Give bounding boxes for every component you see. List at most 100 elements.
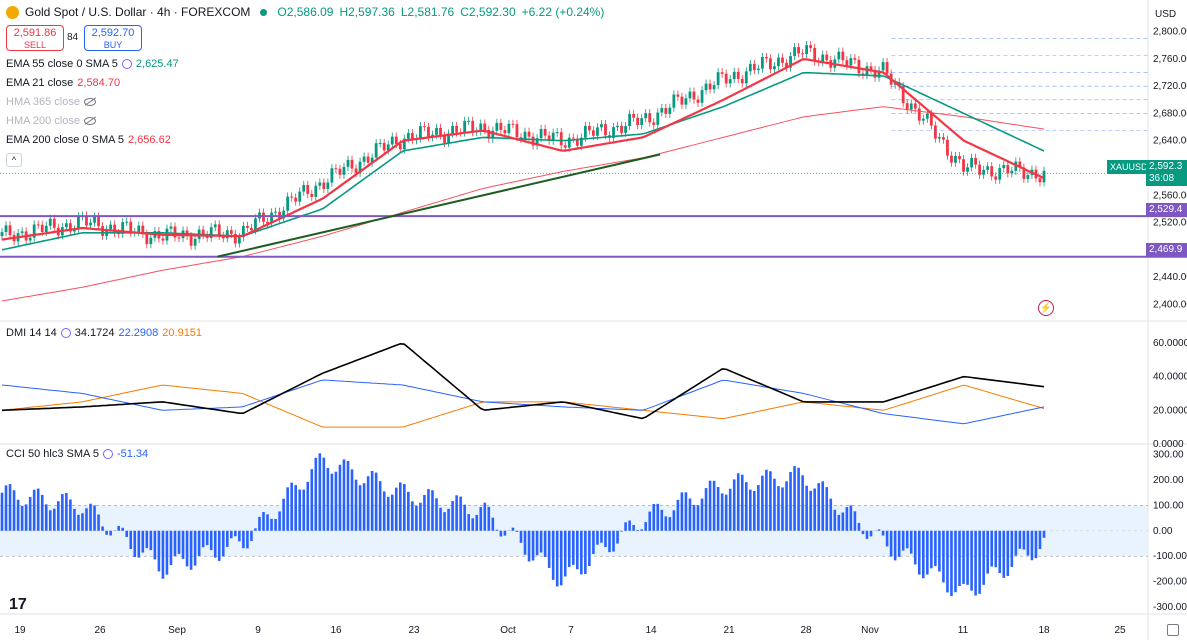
cci-bar xyxy=(185,530,189,567)
auto-scale-icon[interactable] xyxy=(1167,624,1179,636)
cci-bar xyxy=(797,467,800,531)
candle-body xyxy=(507,123,511,134)
candle-body xyxy=(32,224,36,238)
legend-ema21[interactable]: EMA 21 close 2,584.70 xyxy=(6,76,120,90)
cci-bar xyxy=(16,499,20,531)
cci-bar xyxy=(193,530,197,566)
candle-body xyxy=(338,168,342,175)
cci-bar xyxy=(101,526,104,531)
cci-bar xyxy=(270,518,273,531)
hidden-eye-icon[interactable] xyxy=(83,98,96,106)
cci-tick: 100.00 xyxy=(1153,500,1184,511)
legend-hma365[interactable]: HMA 365 close xyxy=(6,95,96,109)
cci-bar xyxy=(1030,530,1034,561)
tradingview-logo[interactable]: 17 xyxy=(9,596,27,613)
candle-body xyxy=(370,157,374,163)
candle-body xyxy=(708,83,712,90)
candle-body xyxy=(620,125,623,133)
candle-body xyxy=(821,54,825,63)
candle-body xyxy=(137,225,141,233)
cci-bar xyxy=(547,530,551,568)
hidden-eye-icon[interactable] xyxy=(83,117,96,125)
cci-bar xyxy=(700,498,704,531)
cci-bar xyxy=(403,483,406,531)
candle-body xyxy=(946,139,949,156)
cci-bar xyxy=(378,481,382,531)
cci-bar xyxy=(238,530,241,542)
cci-bar xyxy=(398,482,402,531)
legend-ema200[interactable]: EMA 200 close 0 SMA 5 2,656.62 xyxy=(6,133,171,147)
time-tick: 7 xyxy=(568,625,574,636)
cci-bar xyxy=(523,530,527,555)
candle-body xyxy=(342,166,346,175)
candle-body xyxy=(966,167,969,172)
symbol-title[interactable]: Gold Spot / U.S. Dollar · 4h · FOREXCOM xyxy=(25,5,251,19)
time-tick: Oct xyxy=(500,625,516,636)
candle-body xyxy=(250,227,253,231)
candle-body xyxy=(89,222,92,226)
cci-bar xyxy=(306,481,310,531)
legend-ema55[interactable]: EMA 55 close 0 SMA 5 2,625.47 xyxy=(6,57,179,71)
countdown-label: 36:08 xyxy=(1146,172,1187,186)
candle-body xyxy=(648,113,652,123)
flash-icon[interactable]: ⚡ xyxy=(1038,300,1054,316)
cci-bar xyxy=(728,488,732,531)
candle-body xyxy=(994,176,998,180)
buy-button[interactable]: 2,592.70 BUY xyxy=(84,25,142,51)
cci-bar xyxy=(366,476,370,531)
cci-bar xyxy=(20,505,24,531)
candle-body xyxy=(684,98,688,105)
cci-name: CCI 50 hlc3 SMA 5 xyxy=(6,448,99,460)
sell-price: 2,591.86 xyxy=(13,27,57,39)
candle-body xyxy=(419,126,422,139)
ema55-line xyxy=(1,71,1045,251)
candle-body xyxy=(439,127,442,136)
candle-body xyxy=(326,182,330,189)
collapse-legend-button[interactable]: ^ xyxy=(6,153,22,167)
candle-body xyxy=(233,233,237,244)
cci-bar xyxy=(495,529,499,531)
candle-body xyxy=(350,159,354,169)
cci-bar xyxy=(934,530,937,567)
candle-body xyxy=(700,90,704,103)
cci-bar xyxy=(370,470,374,531)
candle-body xyxy=(672,94,676,108)
legend-hma200[interactable]: HMA 200 close xyxy=(6,114,96,128)
cci-bar xyxy=(909,530,913,554)
cci-bar xyxy=(89,503,92,531)
cci-bar xyxy=(197,530,201,556)
cci-bar xyxy=(362,483,366,531)
cci-bar xyxy=(334,471,338,531)
candle-body xyxy=(704,83,708,91)
cci-bar xyxy=(382,491,386,531)
cci-bar xyxy=(141,530,145,553)
candle-body xyxy=(266,221,269,224)
cci-bar xyxy=(48,510,52,531)
legend-dmi[interactable]: DMI 14 14 34.1724 22.2908 20.9151 xyxy=(6,326,202,340)
candle-body xyxy=(624,126,627,133)
cci-bar xyxy=(262,512,265,531)
cci-bar xyxy=(704,488,708,531)
cci-bar xyxy=(849,505,853,531)
candle-body xyxy=(925,113,929,119)
legend-cci[interactable]: CCI 50 hlc3 SMA 5 -51.34 xyxy=(6,447,148,461)
sell-button[interactable]: 2,591.86 SELL xyxy=(6,25,64,51)
cci-bar xyxy=(475,514,479,531)
cci-bar xyxy=(640,529,643,531)
cci-bar xyxy=(588,530,591,566)
cci-bar xyxy=(386,496,390,531)
dmi-tick: 40.0000 xyxy=(1153,372,1187,383)
cci-bar xyxy=(234,530,237,537)
cci-bar xyxy=(954,530,957,593)
cci-bar xyxy=(531,530,535,561)
last-price-label: 2,592.3 xyxy=(1146,160,1187,174)
cci-bar xyxy=(990,530,993,567)
candle-body xyxy=(970,157,973,168)
cci-bar xyxy=(922,530,925,579)
candle-body xyxy=(555,132,559,134)
candle-body xyxy=(374,143,378,158)
cci-bar xyxy=(455,495,458,531)
indicator-lines xyxy=(0,38,1187,428)
cci-bar xyxy=(181,530,185,559)
